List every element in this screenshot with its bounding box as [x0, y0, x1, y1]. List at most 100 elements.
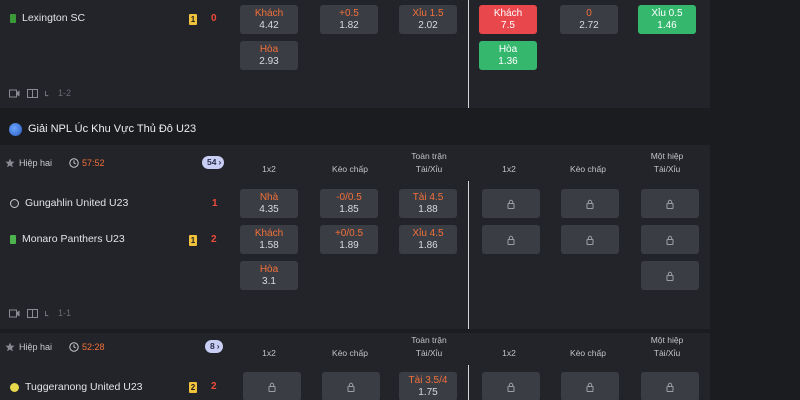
- odd-button[interactable]: Nhà 4.35: [240, 189, 298, 218]
- col-header-half-line2: Tài/Xỉu: [653, 348, 681, 358]
- match-footer-icons: 1-1: [9, 308, 71, 318]
- locked-odd[interactable]: [641, 189, 699, 218]
- odd-button[interactable]: Tài 3.5/4 1.75: [399, 372, 457, 400]
- team-name: Gungahlin United U23: [25, 197, 129, 209]
- odd-button-highlight[interactable]: Khách 7.5: [479, 5, 537, 34]
- col-header-total-line1: Toàn trận: [411, 151, 447, 161]
- odd-button-highlight[interactable]: Xỉu 0.5 1.46: [638, 5, 696, 34]
- odd-label: Nhà: [259, 192, 279, 203]
- odd-label: -0/0.5: [336, 192, 362, 203]
- odd-button[interactable]: Khách 4.42: [240, 5, 298, 34]
- league-header[interactable]: Giải NPL Úc Khu Vực Thủ Đô U23: [0, 113, 710, 145]
- scoreboard-icon[interactable]: [27, 88, 38, 98]
- stats-icon[interactable]: [45, 89, 51, 98]
- lock-icon: [586, 235, 594, 245]
- odd-button[interactable]: Hòa 3.1: [240, 261, 298, 290]
- odd-label: Hòa: [259, 44, 279, 55]
- locked-odd[interactable]: [641, 225, 699, 254]
- odd-value: 3.1: [262, 276, 276, 287]
- card-count: 1: [189, 235, 197, 246]
- match-footer-icons: 1-2: [9, 88, 71, 98]
- odd-value: 1.89: [339, 240, 359, 251]
- time-label: 57:52: [82, 158, 105, 168]
- video-icon[interactable]: [9, 89, 20, 98]
- col-header-handicap-half: Kèo chấp: [570, 348, 606, 358]
- team-row-home[interactable]: Gungahlin United U23: [10, 197, 128, 209]
- locked-odd[interactable]: [482, 372, 540, 400]
- globe-icon: [9, 122, 22, 136]
- column-divider: [468, 0, 469, 108]
- odd-button[interactable]: +0/0.5 1.89: [320, 225, 378, 254]
- score: 2: [211, 381, 217, 392]
- clock-icon: [69, 342, 79, 352]
- more-markets-button[interactable]: 54 ›: [202, 156, 225, 169]
- star-icon[interactable]: [5, 158, 15, 168]
- lock-icon: [666, 199, 674, 209]
- col-header-half-line1: Một hiệp: [650, 335, 684, 345]
- footer-score: 1-1: [58, 308, 72, 318]
- match-time: 57:52: [69, 158, 105, 168]
- odd-button[interactable]: Hòa 2.93: [240, 41, 298, 70]
- team-name: Tuggeranong United U23: [25, 381, 143, 393]
- odd-button[interactable]: -0/0.5 1.85: [320, 189, 378, 218]
- odd-value: 4.42: [259, 20, 279, 31]
- odd-button[interactable]: Tài 4.5 1.88: [399, 189, 457, 218]
- lock-icon: [666, 271, 674, 281]
- col-header-1x2-half: 1x2: [502, 348, 516, 358]
- col-header-half-line2: Tài/Xỉu: [653, 164, 681, 174]
- col-header-1x2: 1x2: [262, 348, 276, 358]
- more-markets-button[interactable]: 8 ›: [205, 340, 223, 353]
- locked-odd[interactable]: [561, 225, 619, 254]
- odd-button[interactable]: Xỉu 1.5 2.02: [399, 5, 457, 34]
- odd-label: Xỉu 0.5: [651, 8, 683, 19]
- locked-odd[interactable]: [243, 372, 301, 400]
- time-label: 52:28: [82, 342, 105, 352]
- col-header-handicap: Kèo chấp: [332, 164, 368, 174]
- odd-value: 1.86: [418, 240, 438, 251]
- locked-odd[interactable]: [482, 225, 540, 254]
- odd-value: 1.46: [657, 20, 677, 31]
- scoreboard-icon[interactable]: [27, 308, 38, 318]
- lock-icon: [347, 382, 355, 392]
- video-icon[interactable]: [9, 309, 20, 318]
- odd-value: 1.88: [418, 204, 438, 215]
- team-logo-icon: [10, 198, 19, 208]
- locked-odd[interactable]: [561, 189, 619, 218]
- score: 0: [211, 13, 217, 24]
- clock-icon: [69, 158, 79, 168]
- odd-value: 2.72: [579, 20, 599, 31]
- chevron-right-icon: ›: [218, 157, 222, 167]
- stats-icon[interactable]: [45, 309, 51, 318]
- match-time: 52:28: [69, 342, 105, 352]
- col-header-1x2-half: 1x2: [502, 164, 516, 174]
- col-header-total-line1: Toàn trận: [411, 335, 447, 345]
- col-header-half-line1: Một hiệp: [650, 151, 684, 161]
- col-header-handicap-half: Kèo chấp: [570, 164, 606, 174]
- odd-button[interactable]: 0 2.72: [560, 5, 618, 34]
- lock-icon: [666, 235, 674, 245]
- team-row-home[interactable]: Tuggeranong United U23: [10, 381, 143, 393]
- locked-odd[interactable]: [641, 261, 699, 290]
- locked-odd[interactable]: [641, 372, 699, 400]
- lock-icon: [507, 235, 515, 245]
- team-row-away[interactable]: Monaro Panthers U23: [10, 233, 125, 245]
- locked-odd[interactable]: [561, 372, 619, 400]
- locked-odd[interactable]: [322, 372, 380, 400]
- odd-button[interactable]: +0.5 1.82: [320, 5, 378, 34]
- team-name: Monaro Panthers U23: [22, 233, 125, 245]
- odd-button[interactable]: Xỉu 4.5 1.86: [399, 225, 457, 254]
- odd-button-highlight[interactable]: Hòa 1.36: [479, 41, 537, 70]
- locked-odd[interactable]: [482, 189, 540, 218]
- odd-label: Xỉu 1.5: [412, 8, 444, 19]
- star-icon[interactable]: [5, 342, 15, 352]
- odd-value: 2.02: [418, 20, 438, 31]
- lock-icon: [666, 382, 674, 392]
- odd-value: 1.58: [259, 240, 279, 251]
- odd-button[interactable]: Khách 1.58: [240, 225, 298, 254]
- team-row-home[interactable]: Lexington SC: [10, 12, 85, 24]
- league-name: Giải NPL Úc Khu Vực Thủ Đô U23: [28, 123, 197, 135]
- lock-icon: [507, 199, 515, 209]
- col-header-total-line2: Tài/Xỉu: [415, 348, 443, 358]
- more-count: 54: [207, 157, 217, 167]
